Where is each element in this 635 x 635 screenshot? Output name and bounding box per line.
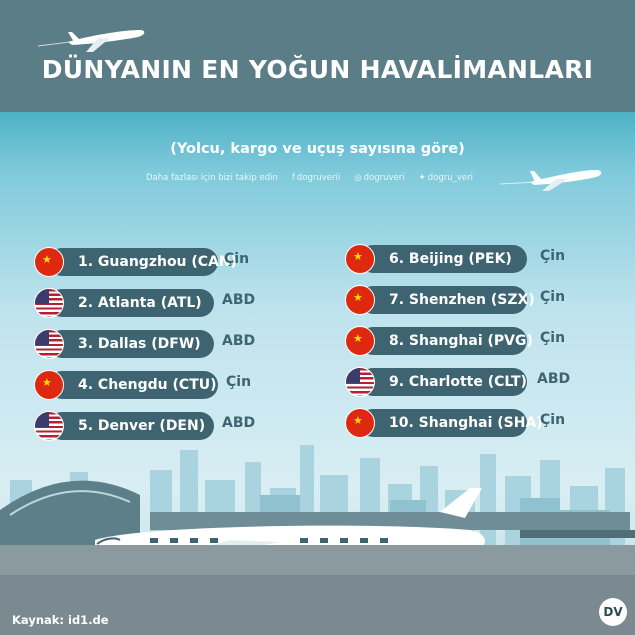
airport-name: 2. Atlanta (ATL) xyxy=(48,289,214,317)
cn-flag-icon: ★ xyxy=(345,408,375,438)
cn-flag-icon: ★ xyxy=(34,247,64,277)
instagram-icon: ◎ xyxy=(354,173,362,183)
airport-country: Çin xyxy=(224,251,250,267)
airport-name: 6. Beijing (PEK) xyxy=(359,245,527,273)
airport-country: ABD xyxy=(222,333,256,349)
page-title: DÜNYANIN EN YOĞUN HAVALİMANLARI xyxy=(41,55,594,84)
subtitle: (Yolcu, kargo ve uçuş sayısına göre) xyxy=(170,141,465,157)
tarmac xyxy=(0,575,635,635)
airport-country: Çin xyxy=(540,289,566,305)
airport-country: Çin xyxy=(540,412,566,428)
follow-text: Daha fazlası için bizi takip edin xyxy=(146,173,278,183)
airport-country: ABD xyxy=(222,415,256,431)
us-flag-icon xyxy=(34,411,64,441)
us-flag-icon xyxy=(34,329,64,359)
twitter-icon: ✦ xyxy=(418,173,426,183)
airplane-icon xyxy=(38,30,145,52)
instagram-link[interactable]: ◎ dogruveri xyxy=(354,173,404,183)
us-flag-icon xyxy=(345,367,375,397)
facebook-link[interactable]: f dogruverii xyxy=(292,173,340,183)
instagram-handle: dogruveri xyxy=(363,173,405,183)
airport-name: 4. Chengdu (CTU) xyxy=(48,371,218,399)
cn-flag-icon: ★ xyxy=(345,326,375,356)
cn-flag-icon: ★ xyxy=(34,370,64,400)
airport-name: 5. Denver (DEN) xyxy=(48,412,214,440)
airport-name: 9. Charlotte (CLT) xyxy=(359,368,527,396)
airport-country: Çin xyxy=(540,248,566,264)
airport-name: 7. Shenzhen (SZX) xyxy=(359,286,535,314)
header-banner: DÜNYANIN EN YOĞUN HAVALİMANLARI xyxy=(0,0,635,112)
airport-country: ABD xyxy=(537,371,571,387)
airport-country: ABD xyxy=(222,292,256,308)
cn-flag-icon: ★ xyxy=(345,244,375,274)
airport-name: 1. Guangzhou (CAN) xyxy=(48,248,237,276)
us-flag-icon xyxy=(34,288,64,318)
facebook-icon: f xyxy=(291,173,295,183)
airport-name: 8. Shanghai (PVG) xyxy=(359,327,533,355)
twitter-handle: dogru_veri xyxy=(427,173,473,183)
social-follow-line: Daha fazlası için bizi takip edin f dogru… xyxy=(146,173,473,183)
airport-name: 10. Shanghai (SHA) xyxy=(359,409,543,437)
cn-flag-icon: ★ xyxy=(345,285,375,315)
airplane-icon xyxy=(500,170,602,191)
airport-country: Çin xyxy=(226,374,252,390)
brand-logo: DV xyxy=(599,598,627,626)
airport-country: Çin xyxy=(540,330,566,346)
twitter-link[interactable]: ✦ dogru_veri xyxy=(419,173,473,183)
city-skyline-illustration xyxy=(0,445,635,560)
source-label: Kaynak: id1.de xyxy=(12,613,109,627)
airport-name: 3. Dallas (DFW) xyxy=(48,330,214,358)
facebook-handle: dogruverii xyxy=(296,173,341,183)
